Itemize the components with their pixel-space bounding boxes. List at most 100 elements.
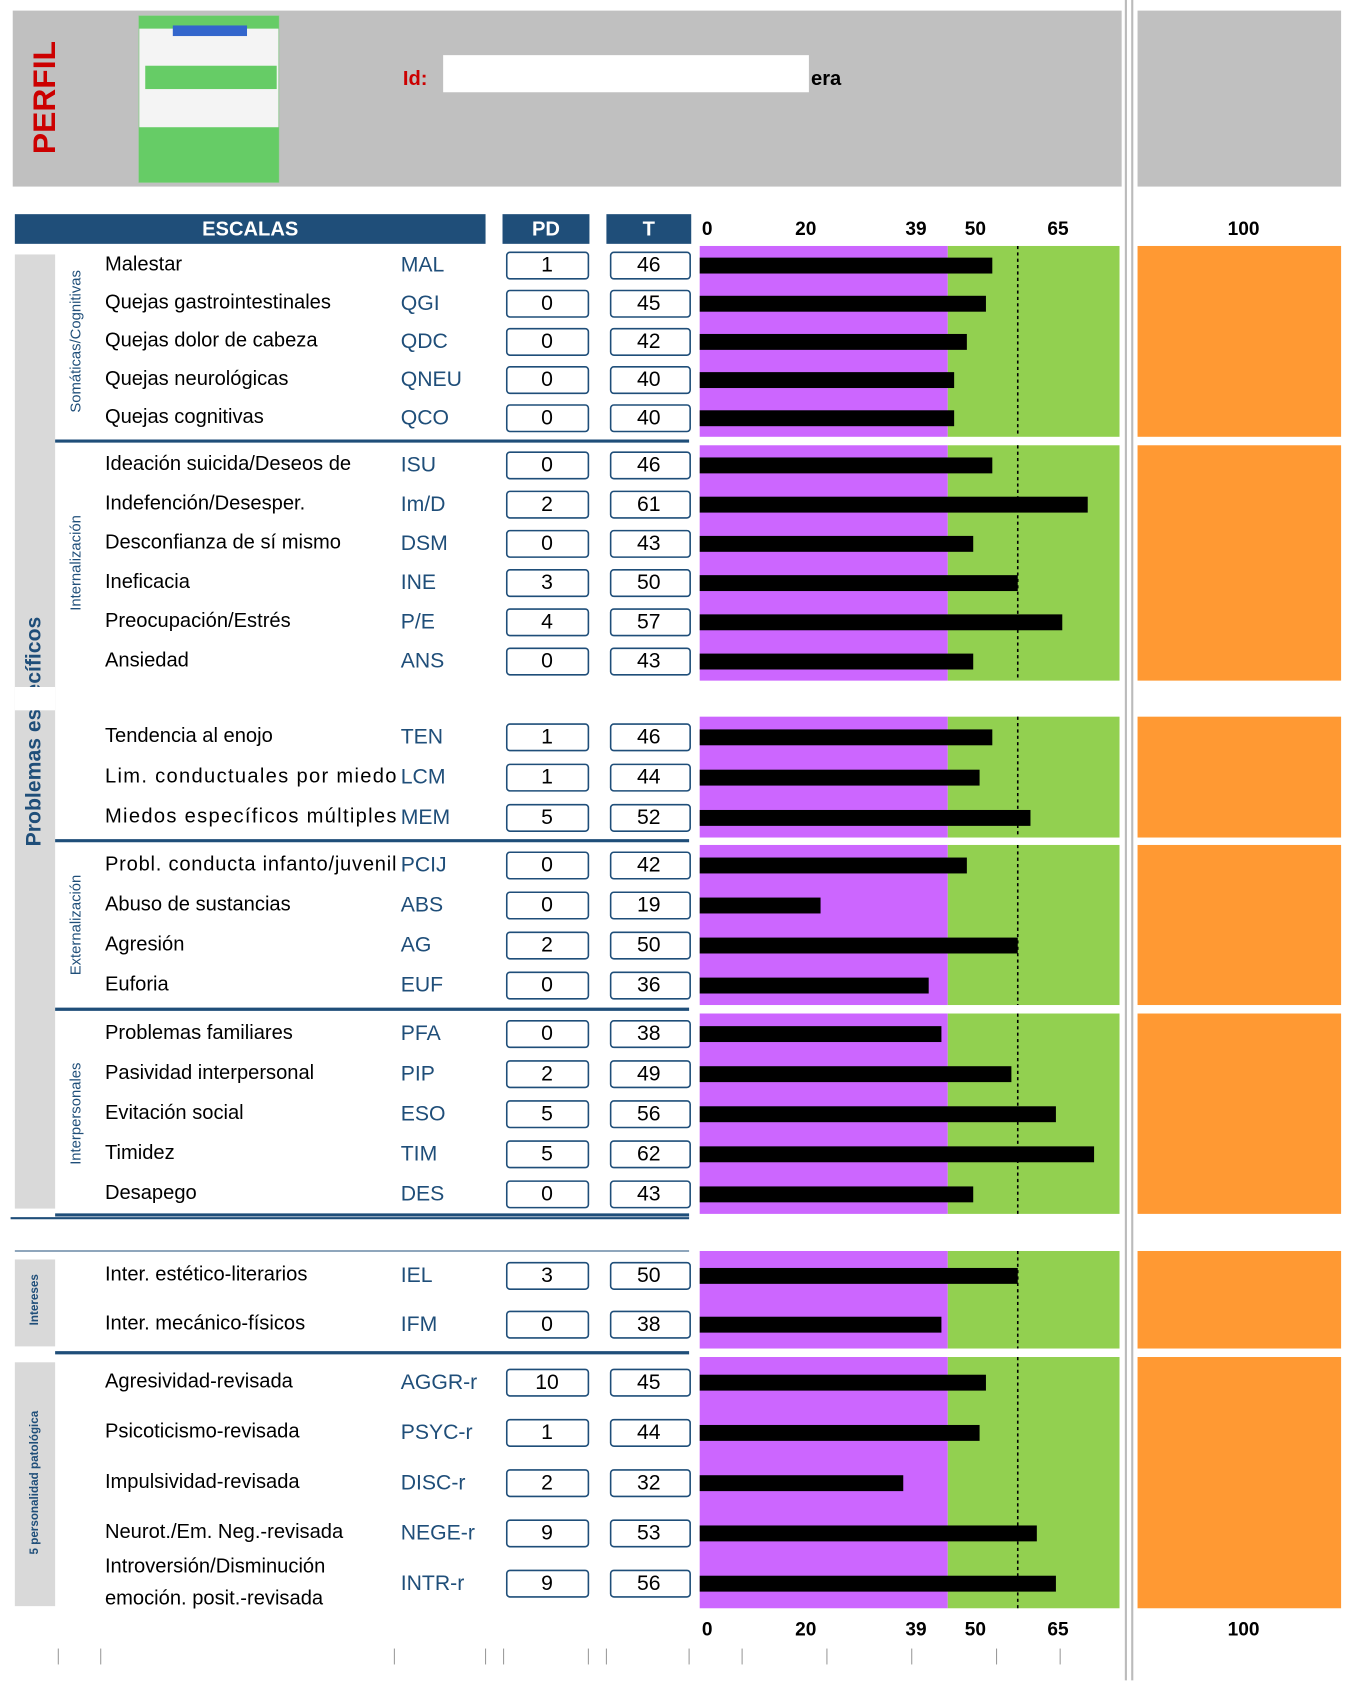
pd-value: 5 <box>541 1142 553 1165</box>
header-box <box>502 214 590 244</box>
group-label: Interpersonales <box>68 1063 84 1165</box>
scale-name: Desapego <box>105 1182 197 1204</box>
header-box <box>14 214 486 244</box>
scale-name: Agresión <box>105 933 184 955</box>
t-value: 53 <box>637 1522 661 1545</box>
pd-value: 0 <box>541 406 553 429</box>
scale-name: Desconfianza de sí mismo <box>105 532 341 554</box>
scale-name: Psicoticismo-revisada <box>105 1421 300 1443</box>
t-box <box>609 851 691 880</box>
t-box <box>609 931 691 960</box>
pd-value: 0 <box>541 368 553 391</box>
scale-name: Quejas cognitivas <box>105 406 264 428</box>
orange-panel <box>1137 716 1342 838</box>
zone <box>947 445 1120 681</box>
t-box <box>609 1060 691 1089</box>
t-box <box>609 1469 691 1498</box>
scale-abbr: QCO <box>401 406 449 429</box>
group-label: Externalización <box>68 875 84 976</box>
t-box <box>609 1310 691 1339</box>
pd-value: 2 <box>541 934 553 957</box>
pd-value: 3 <box>541 1264 553 1287</box>
pd-value: 2 <box>541 493 553 516</box>
t-value: 46 <box>637 254 661 277</box>
t-box <box>609 891 691 920</box>
t-bar <box>699 653 974 670</box>
t-box <box>609 1569 691 1598</box>
pd-box <box>505 1469 590 1498</box>
pd-value: 1 <box>541 725 553 748</box>
t-bar <box>699 333 967 350</box>
pd-box <box>505 1569 590 1598</box>
side-column <box>14 254 56 1209</box>
t-box <box>609 723 691 752</box>
t-box <box>609 1261 691 1290</box>
scale-name: Neurot./Em. Neg.-revisada <box>105 1521 344 1543</box>
pd-box <box>505 569 590 598</box>
axis-tick-label: 0 <box>702 1620 713 1641</box>
t-value: 40 <box>637 406 661 429</box>
t-bar <box>699 729 993 746</box>
scale-name: Abuso de sustancias <box>105 893 291 915</box>
scale-name: Impulsividad-revisada <box>105 1471 300 1493</box>
t-box <box>609 803 691 832</box>
t-box <box>609 608 691 637</box>
scale-abbr: IEL <box>401 1264 433 1287</box>
t-value: 43 <box>637 1183 661 1206</box>
scale-name: Introversión/Disminución <box>105 1556 325 1578</box>
pd-value: 2 <box>541 1471 553 1494</box>
pd-value: 0 <box>541 532 553 555</box>
scale-name: Probl. conducta infanto/juvenil <box>105 853 397 875</box>
pd-value: 0 <box>541 650 553 673</box>
t-value: 32 <box>637 1471 661 1494</box>
pd-value: 5 <box>541 806 553 829</box>
t-bar <box>699 410 955 427</box>
t-value: 44 <box>637 1421 661 1444</box>
group-label: Internalización <box>68 515 84 611</box>
pd-box <box>505 647 590 676</box>
title: PERFIL <box>26 41 62 154</box>
t-box <box>609 451 691 480</box>
t-bar <box>699 1475 904 1492</box>
t-box <box>609 1418 691 1447</box>
scale-abbr: AGGR-r <box>401 1371 478 1394</box>
t-bar <box>699 1026 942 1043</box>
t-box <box>609 763 691 792</box>
scale-abbr: LCM <box>401 766 446 789</box>
scale-name: Miedos específicos múltiples <box>105 806 397 828</box>
pd-box <box>505 404 590 433</box>
scale-abbr: QGI <box>401 292 440 315</box>
axis-tick-label: 20 <box>795 1620 816 1641</box>
t-bar <box>699 575 1018 592</box>
zone <box>947 245 1120 437</box>
scale-name: Quejas gastrointestinales <box>105 292 331 314</box>
t-box <box>609 647 691 676</box>
t-value: 38 <box>637 1313 661 1336</box>
t-value: 46 <box>637 725 661 748</box>
group-label: Intereses <box>28 1274 41 1325</box>
t-value: 61 <box>637 493 661 516</box>
scale-abbr: DSM <box>401 532 448 555</box>
pd-box <box>505 1180 590 1209</box>
scale-name: Lim. conductuales por miedo <box>105 765 397 787</box>
orange-panel <box>1137 1013 1342 1214</box>
t-bar <box>699 1525 1037 1542</box>
t-bar <box>699 257 993 274</box>
scale-abbr: DISC-r <box>401 1471 466 1494</box>
scale-name: Quejas dolor de cabeza <box>105 330 318 352</box>
scale-name: Evitación social <box>105 1102 244 1124</box>
t-value: 42 <box>637 854 661 877</box>
t-value: 40 <box>637 368 661 391</box>
group-label: 5 personalidad patológica <box>28 1410 41 1554</box>
scale-name: Ineficacia <box>105 571 191 593</box>
t-bar <box>699 372 955 389</box>
id-suffix: era <box>811 68 842 90</box>
scale-name: Ideación suicida/Deseos de <box>105 453 351 475</box>
t-bar <box>699 897 821 914</box>
t-value: 50 <box>637 571 661 594</box>
scale-name: Malestar <box>105 253 182 275</box>
t-value: 43 <box>637 532 661 555</box>
scale-name: Quejas neurológicas <box>105 368 288 390</box>
t-box <box>609 1519 691 1548</box>
pd-box <box>505 1100 590 1129</box>
